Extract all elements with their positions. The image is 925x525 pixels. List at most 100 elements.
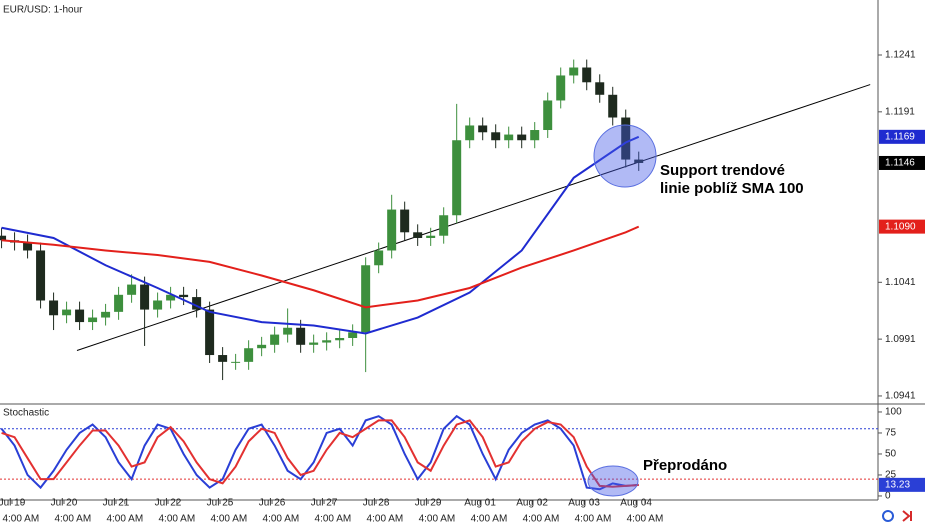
x-tick-label: Aug 02 bbox=[516, 498, 548, 509]
candle-body bbox=[153, 300, 163, 310]
candle-body bbox=[530, 130, 540, 141]
y-tick-label: 75 bbox=[885, 428, 897, 439]
candle-body bbox=[296, 327, 306, 345]
x-tick-label: Jul 19 bbox=[0, 498, 26, 509]
candle-body bbox=[374, 250, 384, 266]
toolbar-icons[interactable] bbox=[882, 510, 912, 522]
candle-body bbox=[595, 82, 605, 95]
x-tick-label: 4:00 AM bbox=[211, 514, 248, 525]
series-line bbox=[1, 419, 639, 488]
candle-body bbox=[231, 361, 241, 363]
y-tick-label: 1.0941 bbox=[885, 391, 916, 402]
candle-body bbox=[283, 327, 293, 335]
x-tick-label: 4:00 AM bbox=[106, 514, 143, 525]
candle-body bbox=[62, 309, 72, 316]
candle-body bbox=[192, 297, 202, 310]
candle-body bbox=[309, 342, 319, 345]
x-tick-label: 4:00 AM bbox=[627, 514, 664, 525]
candle-body bbox=[634, 159, 644, 163]
x-tick-label: 4:00 AM bbox=[315, 514, 352, 525]
candle-body bbox=[0, 235, 7, 241]
x-tick-label: Aug 04 bbox=[620, 498, 652, 509]
x-tick-label: Jul 21 bbox=[103, 498, 130, 509]
candle-body bbox=[166, 294, 176, 301]
candle-body bbox=[322, 340, 332, 343]
x-tick-label: Jul 22 bbox=[155, 498, 182, 509]
y-tick-label: 100 bbox=[885, 407, 902, 418]
x-tick-label: Jul 25 bbox=[207, 498, 234, 509]
price-label: 1.1146 bbox=[885, 158, 915, 169]
price-label-bg bbox=[879, 219, 925, 234]
y-tick-label: 1.0991 bbox=[885, 334, 916, 345]
pane-title-bg bbox=[1, 406, 45, 420]
annotation: linie poblíž SMA 100 bbox=[660, 180, 804, 197]
candle-body bbox=[517, 134, 527, 141]
icon[interactable] bbox=[882, 510, 894, 522]
x-tick-label: 4:00 AM bbox=[54, 514, 91, 525]
candle-body bbox=[179, 294, 189, 298]
candle-body bbox=[400, 209, 410, 233]
x-tick-label: 4:00 AM bbox=[523, 514, 560, 525]
y-tick-label: 1.1191 bbox=[885, 106, 915, 117]
y-tick-label: 1.1241 bbox=[885, 50, 916, 61]
annotation: Přeprodáno bbox=[643, 457, 727, 474]
candle-body bbox=[387, 209, 397, 251]
y-tick-label: 0 bbox=[885, 491, 891, 502]
candle-body bbox=[556, 75, 566, 101]
x-tick-label: 4:00 AM bbox=[2, 514, 39, 525]
y-tick-label: 1.1041 bbox=[885, 277, 916, 288]
x-tick-label: 4:00 AM bbox=[263, 514, 300, 525]
candle-body bbox=[205, 309, 215, 356]
candle-body bbox=[23, 242, 33, 251]
candle-body bbox=[426, 235, 436, 238]
candle-body bbox=[569, 67, 579, 76]
plot-layer bbox=[0, 59, 878, 491]
candle-body bbox=[491, 132, 501, 141]
y-tick-label: 50 bbox=[885, 449, 897, 460]
title-bg bbox=[1, 2, 73, 17]
y-tick-label: 25 bbox=[885, 470, 897, 481]
chart-title: EUR/USD: 1-hour bbox=[3, 5, 83, 16]
candle-body bbox=[270, 334, 280, 345]
x-tick-label: Jul 27 bbox=[311, 498, 338, 509]
price-label: 1.1169 bbox=[885, 131, 915, 142]
x-tick-label: Jul 26 bbox=[259, 498, 286, 509]
x-tick-label: Jul 20 bbox=[51, 498, 78, 509]
candle-body bbox=[582, 67, 592, 83]
x-tick-label: Aug 01 bbox=[464, 498, 496, 509]
candle-body bbox=[335, 337, 345, 341]
candle-body bbox=[127, 284, 137, 295]
x-tick-label: 4:00 AM bbox=[471, 514, 508, 525]
candle-body bbox=[348, 332, 358, 338]
annotation: Support trendové bbox=[660, 162, 785, 179]
x-tick-label: 4:00 AM bbox=[367, 514, 404, 525]
x-tick-label: Jul 28 bbox=[363, 498, 390, 509]
candle-body bbox=[49, 300, 59, 316]
price-label: 13.23 bbox=[885, 479, 910, 490]
candle-body bbox=[439, 215, 449, 236]
price-label-bg bbox=[879, 477, 925, 492]
series-line bbox=[1, 135, 640, 335]
candle-body bbox=[608, 94, 618, 118]
x-tick-label: Jul 29 bbox=[415, 498, 442, 509]
candle-body bbox=[140, 284, 150, 310]
x-tick-label: Aug 03 bbox=[568, 498, 600, 509]
pane-title: Stochastic bbox=[3, 408, 49, 419]
candle-body bbox=[36, 250, 46, 301]
icon[interactable] bbox=[902, 510, 912, 522]
candle-body bbox=[478, 125, 488, 133]
candle-body bbox=[621, 117, 631, 160]
candle-body bbox=[452, 140, 462, 216]
candle-body bbox=[101, 311, 111, 318]
price-label-bg bbox=[879, 129, 925, 144]
candle-body bbox=[504, 134, 514, 141]
highlight-ellipse bbox=[587, 465, 639, 497]
candle-body bbox=[244, 348, 254, 362]
x-tick-label: 4:00 AM bbox=[158, 514, 195, 525]
candle-body bbox=[75, 309, 85, 323]
candle-body bbox=[413, 232, 423, 238]
series-line bbox=[0, 414, 639, 491]
x-tick-label: 4:00 AM bbox=[419, 514, 456, 525]
